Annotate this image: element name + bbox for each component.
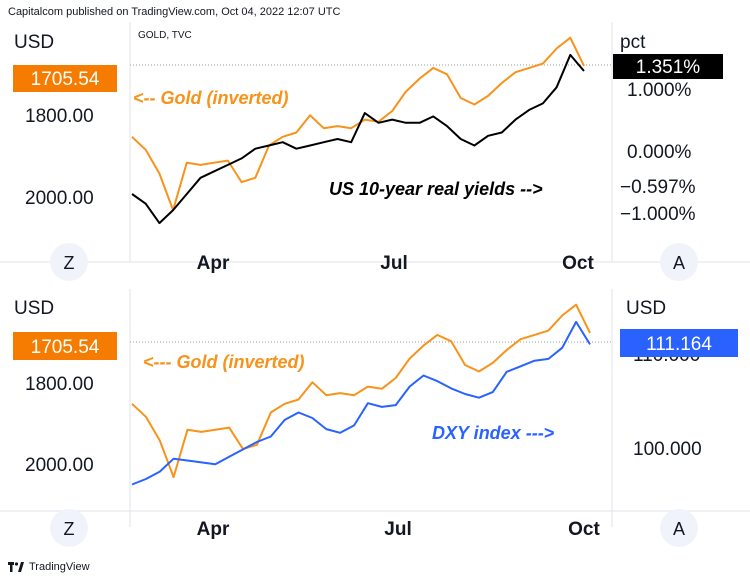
gold-inverted-line [131,36,585,212]
left-tick-2000: 2000.00 [25,188,94,209]
annotation-real-yields: US 10-year real yields --> [329,179,543,199]
zoom-button-z[interactable]: Z [50,243,88,281]
annotation-dxy: DXY index ---> [432,423,555,443]
right-tick-neg0597: −0.597% [620,177,696,198]
left-tick-1800: 1800.00 [25,106,94,127]
right-value-badge-text: 111.164 [646,334,712,355]
x-tick-apr: Apr [197,519,230,540]
gold-inverted-line [131,303,591,479]
svg-text:Z: Z [64,253,75,273]
chart-panel-gold-vs-real-yields: USD pct GOLD, TVC 1705.54 1800.00 2000.0… [0,22,750,286]
annotation-gold-inverted: <--- Gold (inverted) [143,352,305,372]
series-lines-2 [131,303,591,486]
right-unit-label: pct [620,32,646,53]
left-price-badge [13,332,117,360]
chart-svg-1: USD pct GOLD, TVC 1705.54 1800.00 2000.0… [0,22,750,281]
right-tick-neg1pct: −1.000% [620,204,696,225]
right-unit-label: USD [626,298,666,319]
svg-text:A: A [673,253,685,273]
symbol-label: GOLD, TVC [138,30,192,41]
x-tick-oct: Oct [568,519,600,540]
right-value-badge [613,54,723,79]
right-tick-1pct: 1.000% [627,80,692,101]
x-tick-jul: Jul [384,519,411,540]
left-price-badge-text: 1705.54 [31,337,100,358]
x-tick-oct: Oct [562,253,594,274]
right-value-badge-text: 1.351% [636,57,701,78]
tradingview-logo-icon [8,561,24,572]
right-value-badge [620,329,738,357]
left-price-badge-text: 1705.54 [31,69,100,90]
left-price-badge [13,65,117,92]
auto-scale-button-a[interactable]: A [660,509,698,547]
left-unit-label: USD [14,298,54,319]
x-tick-apr: Apr [197,253,230,274]
left-tick-1800: 1800.00 [25,374,94,395]
series-lines-1 [131,36,585,225]
chart-svg-2: USD USD 1705.54 1800.00 2000.00 110.000 … [0,289,750,547]
auto-scale-button-a[interactable]: A [660,243,698,281]
right-tick-0pct: 0.000% [627,142,692,163]
left-unit-label: USD [14,32,54,53]
footer-brand: TradingView [8,561,90,573]
dxy-index-line [131,320,591,486]
footer-brand-text: TradingView [29,561,90,573]
chart-panel-gold-vs-dxy: USD USD 1705.54 1800.00 2000.00 110.000 … [0,289,750,551]
annotation-gold-inverted: <-- Gold (inverted) [133,88,289,108]
left-tick-2000: 2000.00 [25,455,94,476]
x-tick-jul: Jul [380,253,407,274]
zoom-button-z[interactable]: Z [50,509,88,547]
svg-text:Z: Z [64,519,75,539]
real-yields-line [131,53,585,225]
right-tick-100: 100.000 [633,439,702,460]
publisher-header: Capitalcom published on TradingView.com,… [8,6,341,18]
svg-text:A: A [673,519,685,539]
